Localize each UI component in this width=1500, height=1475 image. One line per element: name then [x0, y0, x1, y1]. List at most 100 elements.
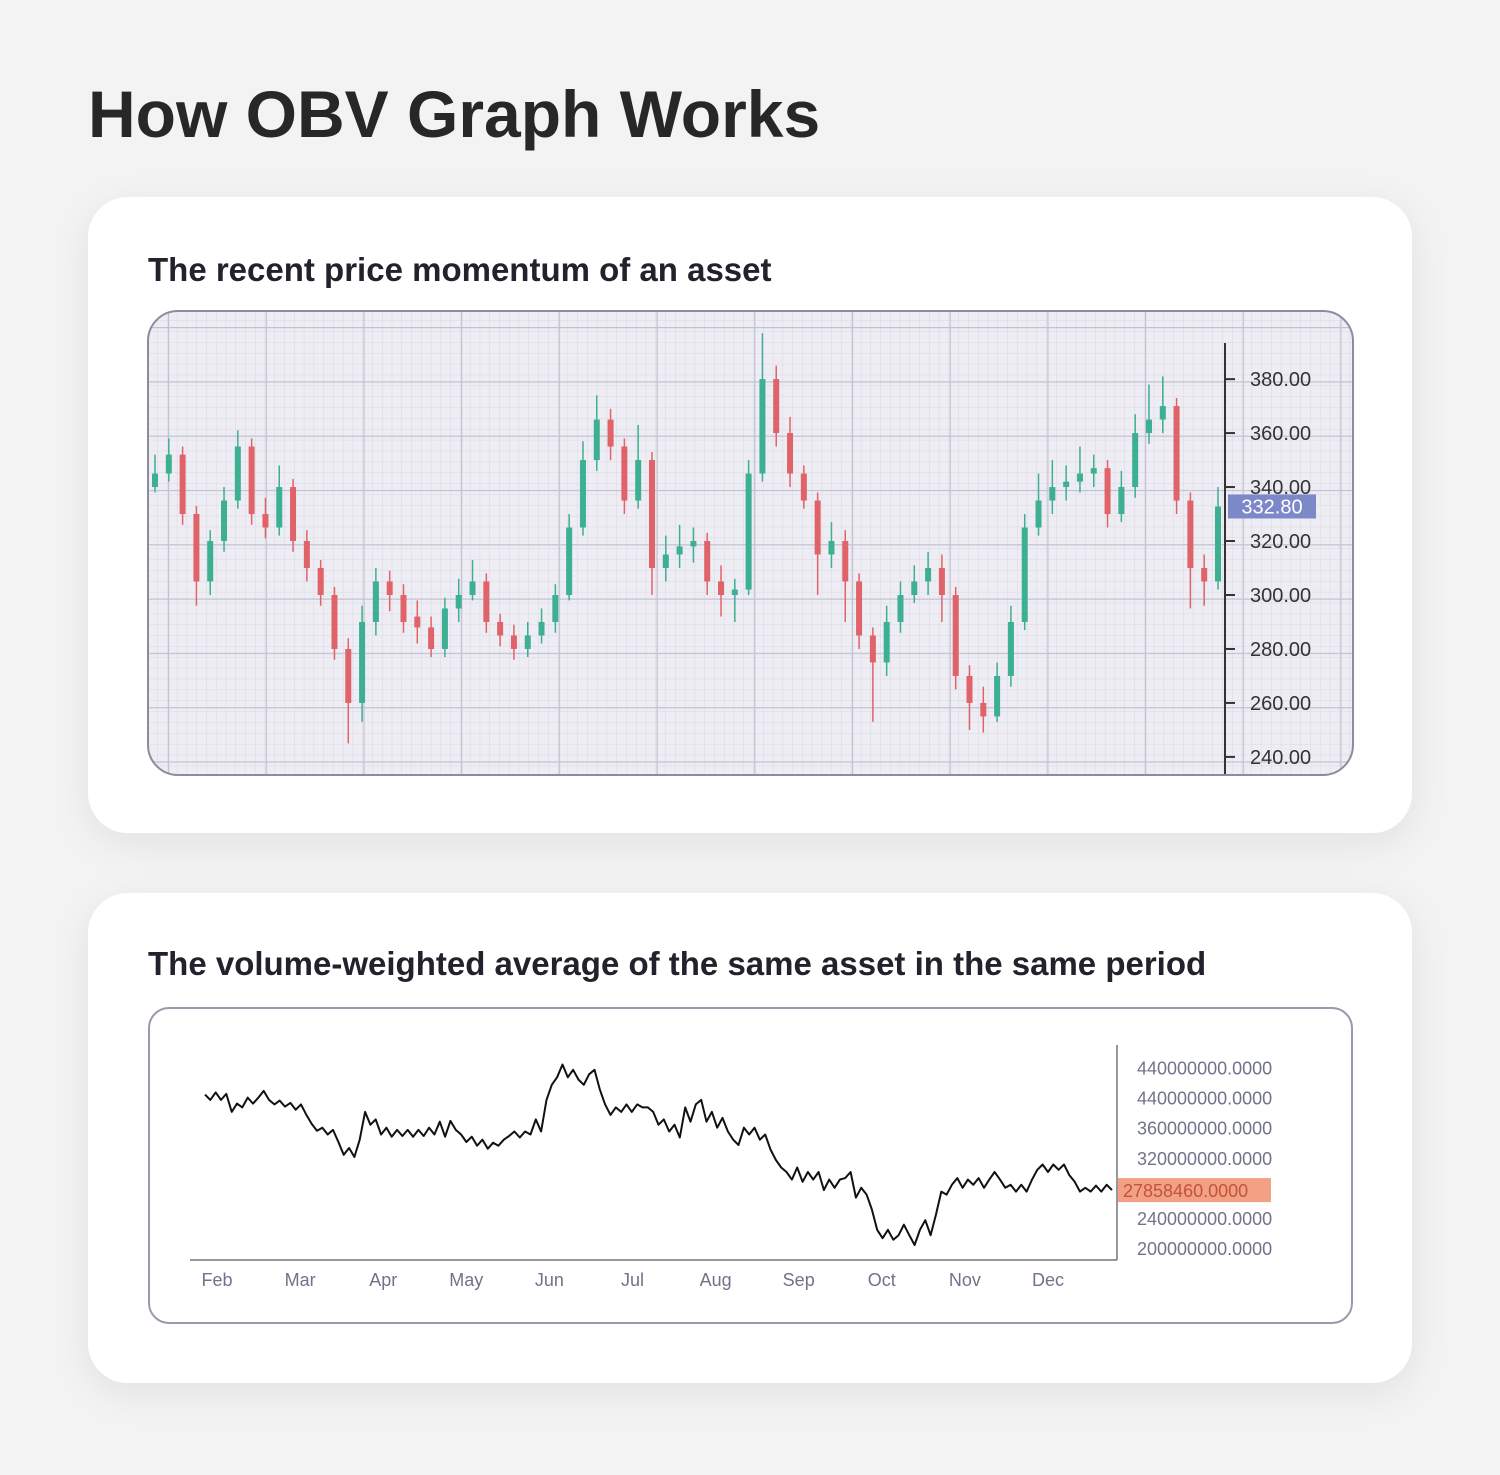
candle-body: [1090, 468, 1097, 474]
x-tick-label: May: [449, 1270, 483, 1290]
candle-body: [414, 616, 421, 628]
y-tick-label: 300.00: [1250, 585, 1311, 607]
candle-body: [1063, 481, 1070, 488]
candle-body: [952, 594, 959, 676]
candle-body: [966, 675, 973, 703]
y-tick-label: 260.00: [1250, 693, 1311, 715]
y-tick-label: 440000000.0000: [1137, 1059, 1272, 1079]
candle-body: [345, 648, 352, 703]
candle-body: [262, 514, 269, 528]
candle-body: [621, 446, 628, 501]
candle-body: [331, 594, 338, 649]
chart-frame: [148, 1007, 1353, 1324]
candle-body: [690, 541, 697, 547]
candle-body: [290, 487, 297, 542]
candle-body: [1145, 419, 1152, 434]
candle-body: [524, 635, 531, 649]
candle-body: [842, 541, 849, 582]
candle-body: [1159, 406, 1166, 420]
candle-body: [469, 581, 476, 595]
y-tick-label: 340.00: [1250, 477, 1311, 499]
candle-body: [303, 541, 310, 569]
y-tick-label: 380.00: [1250, 369, 1311, 391]
candle-body: [704, 541, 711, 582]
candle-body: [828, 541, 835, 555]
candle-body: [662, 554, 669, 569]
candle-body: [911, 581, 918, 595]
candle-body: [1201, 568, 1208, 582]
candle-body: [980, 702, 987, 717]
y-tick-label: 240000000.0000: [1137, 1209, 1272, 1229]
y-tick-label: 360.00: [1250, 423, 1311, 445]
candle-body: [1132, 433, 1139, 488]
candle-body: [538, 621, 545, 636]
candle-body: [718, 581, 725, 595]
candle-body: [455, 594, 462, 609]
candle-body: [938, 568, 945, 595]
candle-body: [152, 473, 158, 488]
candle-body: [869, 635, 876, 663]
line-plot: Feb Mar Apr May Jun Jul Aug Sep Oct Nov Dec 4400000…: [190, 1045, 1272, 1290]
candle-body: [221, 500, 228, 542]
candle-body: [648, 460, 655, 569]
candle-body: [1035, 500, 1042, 528]
candle-body: [883, 621, 890, 663]
candle-body: [483, 581, 490, 622]
candle-body: [1076, 473, 1083, 482]
candle-body: [1118, 487, 1125, 515]
candle-body: [372, 581, 379, 622]
page-title: How OBV Graph Works: [88, 77, 820, 151]
chart-title: The recent price momentum of an asset: [148, 251, 772, 288]
candle-body: [386, 581, 393, 595]
candle-body: [552, 594, 559, 622]
candle-body: [607, 419, 614, 447]
y-tick-label: 240.00: [1250, 747, 1311, 769]
candle-body: [856, 581, 863, 636]
candle-body: [994, 675, 1001, 717]
candle-body: [207, 541, 214, 582]
candle-body: [897, 594, 904, 622]
x-tick-label: Mar: [285, 1270, 316, 1290]
candle-body: [1187, 500, 1194, 569]
x-tick-label: Dec: [1032, 1270, 1064, 1290]
candle-body: [400, 594, 407, 622]
x-tick-label: Oct: [868, 1270, 896, 1290]
candle-body: [428, 627, 435, 649]
y-tick-label: 360000000.0000: [1137, 1119, 1272, 1139]
candle-body: [234, 446, 241, 501]
candle-body: [248, 446, 255, 515]
x-tick-label: Jul: [621, 1270, 644, 1290]
chart-title: The volume-weighted average of the same …: [148, 945, 1206, 982]
candle-body: [635, 460, 642, 501]
x-tick-label: Feb: [201, 1270, 232, 1290]
x-tick-label: Sep: [783, 1270, 815, 1290]
candle-body: [745, 473, 752, 590]
candle-body: [165, 454, 172, 474]
y-tick-label: 280.00: [1250, 639, 1311, 661]
candle-body: [1215, 506, 1221, 582]
y-tick-label: 440000000.0000: [1137, 1089, 1272, 1109]
y-tick-label: 320000000.0000: [1137, 1149, 1272, 1169]
candlestick-plot: 240.00 260.00 280.00 300.00 320.00 340.00 360.…: [152, 333, 1316, 775]
candle-body: [441, 608, 448, 649]
candle-body: [800, 473, 807, 501]
candle-body: [193, 514, 200, 582]
x-tick-label: Nov: [949, 1270, 981, 1290]
candle-body: [179, 454, 186, 515]
chart-area: 240.00 260.00 280.00 300.00 320.00 340.00 360.…: [148, 311, 1353, 775]
chart-frame: [147, 310, 1354, 776]
candle-body: [593, 419, 600, 461]
candle-body: [731, 589, 738, 595]
candle-body: [1007, 621, 1014, 676]
candle-body: [359, 621, 366, 703]
candle-body: [276, 487, 283, 528]
candle-body: [579, 460, 586, 528]
candle-body: [925, 568, 932, 582]
candle-body: [317, 568, 324, 595]
candle-body: [787, 433, 794, 474]
candle-body: [676, 546, 683, 555]
candle-body: [1173, 406, 1180, 501]
candle-body: [814, 500, 821, 555]
